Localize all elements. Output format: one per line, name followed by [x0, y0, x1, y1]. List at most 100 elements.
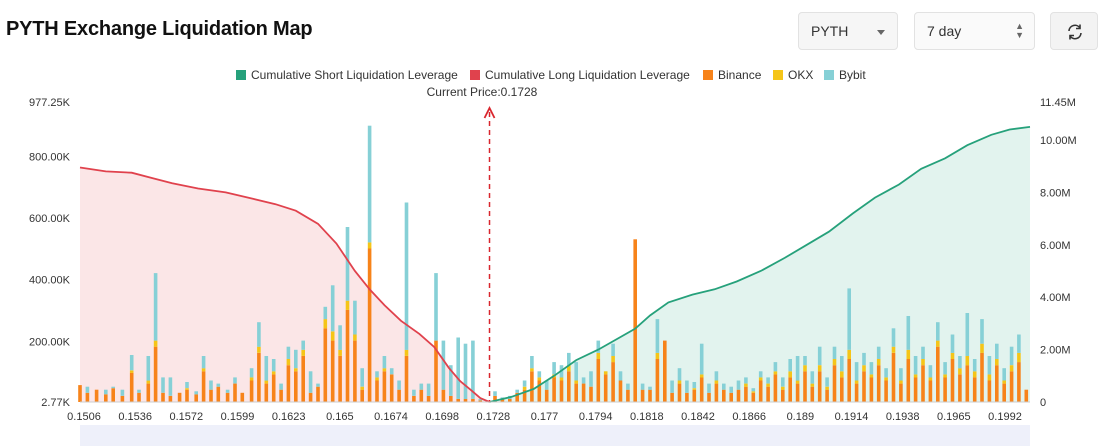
refresh-icon — [1068, 24, 1082, 40]
bar-bybit — [279, 383, 283, 390]
bar-bybit — [168, 377, 173, 396]
bar-okx — [921, 359, 925, 366]
bar-binance — [773, 374, 778, 402]
bar-bybit — [338, 325, 342, 350]
bar-okx — [899, 380, 903, 384]
bar-bybit — [1017, 334, 1021, 353]
symbol-select[interactable]: PYTH — [798, 12, 898, 50]
bar-binance — [699, 377, 704, 402]
bar-bybit — [729, 386, 733, 393]
bar-binance — [943, 377, 947, 402]
bar-binance — [338, 356, 342, 402]
bar-binance — [271, 374, 276, 402]
bar-bybit — [257, 322, 261, 347]
bar-binance — [168, 395, 173, 402]
bar-binance — [397, 389, 401, 402]
x-tick-label: 0.1914 — [835, 411, 869, 423]
bar-bybit — [301, 340, 305, 350]
bar-binance — [1017, 362, 1021, 402]
bar-bybit — [567, 352, 571, 366]
bar-binance — [153, 346, 158, 402]
bar-binance — [449, 395, 453, 402]
bar-binance — [648, 389, 652, 402]
bar-okx — [537, 377, 542, 381]
bar-binance — [493, 395, 497, 402]
bar-bybit — [493, 391, 497, 396]
short-cumulative-line — [489, 126, 1031, 403]
legend-swatch-3 — [773, 70, 783, 80]
bar-okx — [345, 300, 350, 310]
bar-bybit — [478, 398, 483, 401]
bar-bybit — [913, 356, 918, 375]
bar-bybit — [714, 371, 719, 381]
bar-okx — [781, 386, 785, 390]
bar-binance — [85, 392, 90, 402]
bar-bybit — [869, 362, 874, 375]
bar-binance — [707, 392, 711, 402]
bar-bybit — [825, 377, 829, 387]
bar-binance — [980, 352, 984, 402]
refresh-button[interactable] — [1050, 12, 1098, 50]
bar-okx — [825, 386, 829, 390]
bar-bybit — [552, 362, 556, 375]
bar-binance — [185, 389, 189, 402]
bar-okx — [832, 359, 837, 366]
page-title: PYTH Exchange Liquidation Map — [6, 18, 313, 40]
bar-binance — [589, 386, 593, 402]
range-select[interactable]: 7 day ▲ ▼ — [914, 12, 1035, 50]
bar-binance — [434, 340, 438, 402]
bar-binance — [854, 383, 859, 402]
bar-okx — [530, 368, 534, 372]
bar-binance — [225, 392, 230, 402]
x-tick-label: 0.1938 — [886, 411, 920, 423]
bar-bybit — [980, 319, 984, 344]
bar-bybit — [426, 383, 431, 396]
bar-binance — [120, 395, 125, 402]
bar-bybit — [899, 368, 903, 381]
bar-okx — [950, 352, 955, 359]
x-tick-label: 0.1674 — [374, 411, 408, 423]
bar-binance — [810, 386, 815, 402]
y-left-tick-label: 2.77K — [41, 397, 70, 409]
bar-binance — [722, 389, 726, 402]
bar-binance — [869, 377, 874, 402]
bar-binance — [367, 248, 372, 402]
bar-binance — [581, 383, 586, 402]
bar-binance — [375, 380, 379, 402]
bar-bybit — [544, 380, 549, 390]
bar-binance — [471, 398, 475, 402]
bar-bybit — [412, 389, 416, 396]
bar-binance — [104, 394, 108, 402]
bar-binance — [78, 385, 82, 402]
legend-swatch-4 — [824, 70, 834, 80]
y-left-tick-label: 400.00K — [29, 275, 71, 287]
bar-binance — [958, 374, 962, 402]
bar-okx — [884, 377, 888, 381]
bar-okx — [943, 374, 947, 378]
bar-okx — [1017, 352, 1021, 363]
bar-okx — [185, 388, 189, 390]
bar-binance — [596, 359, 601, 402]
bar-okx — [773, 371, 778, 375]
bar-okx — [869, 374, 874, 378]
y-right-tick-label: 0 — [1040, 397, 1046, 409]
bar-binance — [928, 380, 933, 402]
bar-binance — [294, 371, 298, 402]
bar-bybit — [397, 380, 401, 390]
bar-binance — [353, 340, 357, 402]
bar-binance — [574, 383, 578, 402]
bar-okx — [817, 365, 822, 372]
bar-bybit — [891, 328, 896, 347]
bar-binance — [795, 383, 800, 402]
range-select-value: 7 day — [927, 23, 962, 39]
bar-bybit — [574, 362, 578, 381]
bar-binance — [692, 389, 697, 402]
bar-binance — [404, 356, 409, 402]
bar-bybit — [104, 389, 108, 395]
bar-binance — [987, 380, 992, 402]
bar-bybit — [522, 380, 527, 387]
bar-bybit — [286, 346, 291, 359]
bar-bybit — [943, 362, 947, 375]
bar-bybit — [360, 368, 364, 387]
bar-okx — [596, 352, 601, 359]
